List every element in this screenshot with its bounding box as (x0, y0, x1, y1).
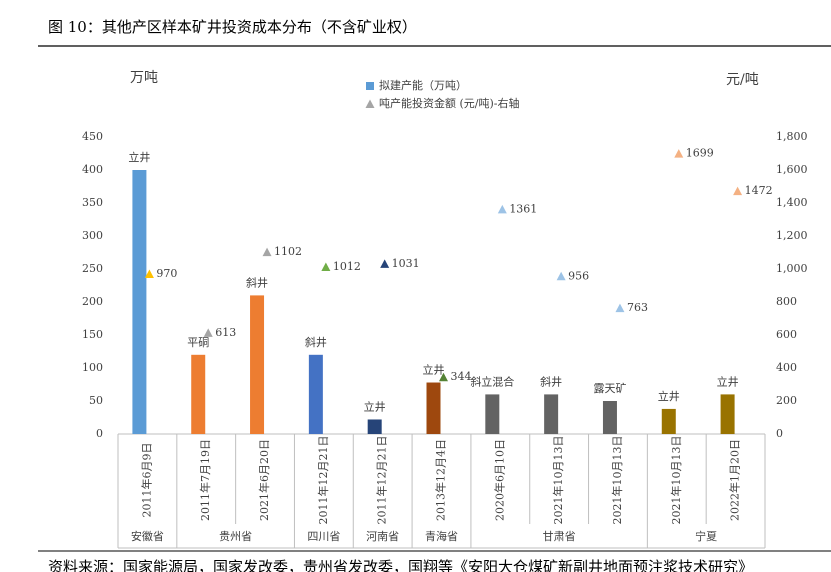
bar-label: 斜井 (540, 374, 562, 388)
legend-swatch (365, 99, 375, 108)
x-tick-label: 2011年12月21日 (316, 436, 330, 525)
chart-title: 图 10：其他产区样本矿井投资成本分布（不含矿业权） (48, 18, 417, 36)
x-tick-label: 2021年6月20日 (257, 439, 271, 521)
y2-tick-label: 1,400 (776, 196, 808, 209)
bar (367, 419, 382, 434)
y-tick-label: 150 (82, 328, 103, 341)
group-label: 四川省 (307, 530, 340, 543)
y2-tick-label: 400 (776, 361, 797, 374)
y-tick-label: 400 (82, 163, 103, 176)
marker (674, 149, 684, 158)
bar (661, 408, 676, 434)
marker (497, 204, 507, 214)
data-label: 970 (156, 267, 177, 280)
bar-label: 立井 (423, 363, 445, 377)
y-tick-label: 300 (82, 229, 103, 242)
y-axis-label: 万吨 (130, 70, 158, 86)
group-label: 河南省 (366, 530, 399, 543)
data-label: 344 (451, 370, 472, 383)
bar-label: 斜立混合 (470, 374, 514, 388)
group-label: 宁夏 (695, 529, 717, 543)
bar-label: 立井 (364, 399, 386, 413)
data-label: 613 (215, 326, 236, 339)
marker (380, 259, 390, 268)
bar-label: 斜井 (305, 335, 327, 349)
bar-label: 立井 (717, 374, 739, 388)
data-label: 1012 (333, 260, 361, 273)
group-label: 甘肃省 (543, 530, 576, 543)
bar-label: 斜井 (246, 275, 268, 289)
marker (321, 262, 331, 272)
x-tick-label: 2021年10月13日 (610, 436, 624, 525)
bar (426, 382, 441, 434)
y2-axis-label: 元/吨 (726, 72, 759, 88)
y2-tick-label: 1,600 (776, 163, 808, 176)
x-tick-label: 2020年6月10日 (492, 439, 506, 521)
y-tick-label: 0 (96, 427, 103, 440)
group-label: 青海省 (425, 529, 458, 543)
marker (556, 271, 566, 281)
data-label: 1472 (745, 184, 773, 197)
x-tick-label: 2013年12月4日 (434, 439, 448, 521)
y-tick-label: 450 (82, 130, 103, 143)
marker (262, 247, 272, 257)
marker (733, 186, 743, 196)
data-label: 763 (627, 301, 648, 314)
bar-label: 露天矿 (593, 382, 626, 395)
bar (308, 354, 323, 434)
data-label: 1361 (509, 202, 537, 215)
group-label: 贵州省 (219, 530, 252, 543)
bar (191, 354, 206, 434)
bar (250, 295, 265, 434)
marker (439, 372, 448, 382)
x-tick-label: 2022年1月20日 (728, 439, 742, 521)
bar-label: 立井 (658, 389, 680, 403)
bar (132, 170, 147, 434)
y2-tick-label: 1,200 (776, 229, 808, 242)
legend-label: 拟建产能（万吨） (379, 78, 467, 92)
y2-tick-label: 800 (776, 295, 797, 308)
data-label: 1102 (274, 245, 302, 258)
y-tick-label: 350 (82, 196, 103, 209)
data-label: 1031 (392, 257, 420, 270)
y-tick-label: 250 (82, 262, 103, 275)
y2-tick-label: 600 (776, 328, 797, 341)
data-label: 1699 (686, 147, 714, 160)
marker (615, 303, 625, 313)
marker (144, 269, 154, 278)
y2-tick-label: 1,000 (776, 262, 808, 275)
x-tick-label: 2011年7月19日 (198, 439, 212, 521)
y2-tick-label: 0 (776, 427, 783, 440)
y2-tick-label: 1,800 (776, 130, 808, 143)
data-label: 956 (568, 269, 589, 282)
marker (203, 328, 213, 337)
legend-label: 吨产能投资金额 (元/吨)-右轴 (379, 96, 520, 110)
legend-swatch (366, 82, 374, 90)
x-tick-label: 2021年10月13日 (669, 436, 683, 525)
x-tick-label: 2021年10月13日 (551, 436, 565, 525)
bar-label: 立井 (128, 150, 150, 164)
y-tick-label: 200 (82, 295, 103, 308)
y-tick-label: 100 (82, 361, 103, 374)
source: 资料来源：国家能源局，国家发改委，贵州省发改委，国翔等《安阳大仓煤矿新副井地面预… (48, 558, 753, 572)
x-tick-label: 2011年6月9日 (139, 443, 153, 518)
bar-label: 平硐 (187, 336, 209, 349)
bar (485, 394, 500, 434)
y-tick-label: 50 (89, 394, 103, 407)
bar (602, 401, 617, 434)
x-tick-label: 2011年12月21日 (375, 436, 389, 525)
bar (720, 394, 735, 434)
bar (544, 394, 559, 434)
group-label: 安徽省 (131, 529, 164, 543)
y2-tick-label: 200 (776, 394, 797, 407)
